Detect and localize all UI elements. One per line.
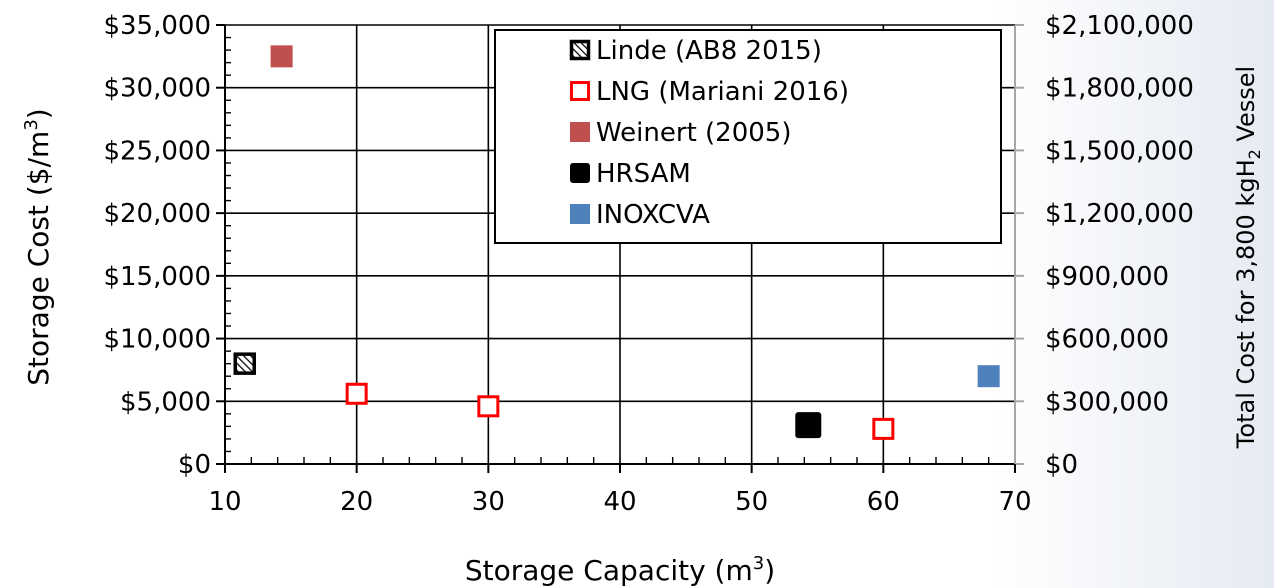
x-tick-label: 70	[998, 487, 1031, 517]
y-left-tick-label: $0	[178, 450, 211, 480]
axes	[216, 24, 1024, 473]
data-point	[477, 395, 500, 418]
x-tick-label: 20	[340, 487, 373, 517]
legend-marker	[570, 204, 590, 224]
legend-marker	[570, 163, 590, 183]
legend-label: LNG (Mariani 2016)	[596, 77, 849, 107]
data-point	[977, 365, 1000, 388]
data-point	[233, 352, 256, 375]
data-point	[872, 417, 895, 440]
x-tick-label: 10	[208, 487, 241, 517]
data-point	[795, 412, 822, 439]
y-left-tick-label: $25,000	[103, 136, 211, 166]
y-right-tick-label: $2,100,000	[1045, 11, 1194, 41]
legend-marker	[570, 122, 590, 142]
y-left-tick-label: $5,000	[120, 387, 211, 417]
y-right-tick-label: $900,000	[1045, 262, 1169, 292]
legend: Linde (AB8 2015) LNG (Mariani 2016) Weiner…	[494, 29, 1002, 244]
x-axis-title: Storage Capacity (m3)	[465, 553, 775, 587]
x-axis-tick-labels: 10 20 30 40 50 60 70	[208, 487, 1031, 517]
legend-label: INOXCVA	[596, 200, 710, 230]
y-left-tick-label: $10,000	[103, 325, 211, 355]
legend-label: Linde (AB8 2015)	[596, 36, 822, 66]
y-right-tick-label: $1,500,000	[1045, 136, 1194, 166]
y-right-tick-label: $1,200,000	[1045, 199, 1194, 229]
legend-marker	[569, 39, 591, 61]
y-left-tick-label: $30,000	[103, 74, 211, 104]
x-tick-label: 50	[735, 487, 768, 517]
y-left-tick-label: $35,000	[103, 11, 211, 41]
y-right-tick-label: $300,000	[1045, 387, 1169, 417]
y-right-tick-label: $1,800,000	[1045, 74, 1194, 104]
y-axis-right-title: Total Cost for 3,800 kgH2 Vessel	[1232, 66, 1264, 449]
data-point	[345, 382, 368, 405]
legend-label: HRSAM	[596, 159, 691, 189]
right-axis-tick-labels: $0 $300,000 $600,000 $900,000 $1,200,000 $1,5…	[1045, 11, 1194, 480]
x-tick-label: 40	[603, 487, 636, 517]
y-left-tick-label: $15,000	[103, 262, 211, 292]
y-left-tick-label: $20,000	[103, 199, 211, 229]
legend-label: Weinert (2005)	[596, 118, 791, 148]
legend-marker	[570, 81, 590, 101]
left-axis-tick-labels: $0 $5,000 $10,000 $15,000 $20,000 $25,000 $30,…	[103, 11, 211, 480]
x-tick-label: 60	[867, 487, 900, 517]
x-tick-label: 30	[472, 487, 505, 517]
data-point	[270, 45, 293, 68]
y-right-tick-label: $600,000	[1045, 325, 1169, 355]
y-right-tick-label: $0	[1045, 450, 1078, 480]
data-points	[233, 45, 1000, 440]
y-axis-left-title: Storage Cost ($/m3)	[21, 108, 55, 385]
